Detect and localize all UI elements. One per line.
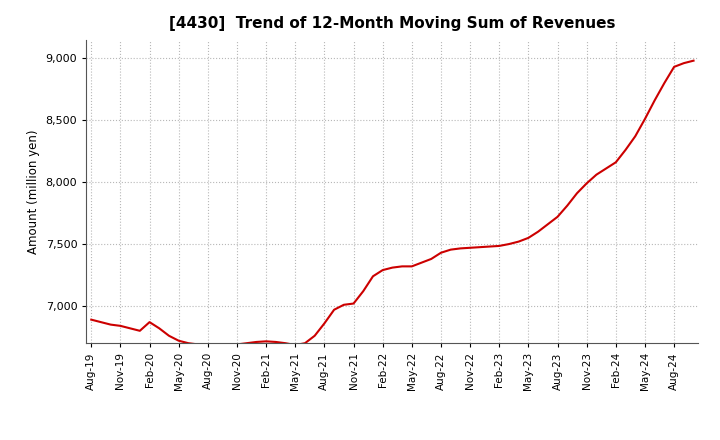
Y-axis label: Amount (million yen): Amount (million yen) [27, 129, 40, 253]
Title: [4430]  Trend of 12-Month Moving Sum of Revenues: [4430] Trend of 12-Month Moving Sum of R… [169, 16, 616, 32]
